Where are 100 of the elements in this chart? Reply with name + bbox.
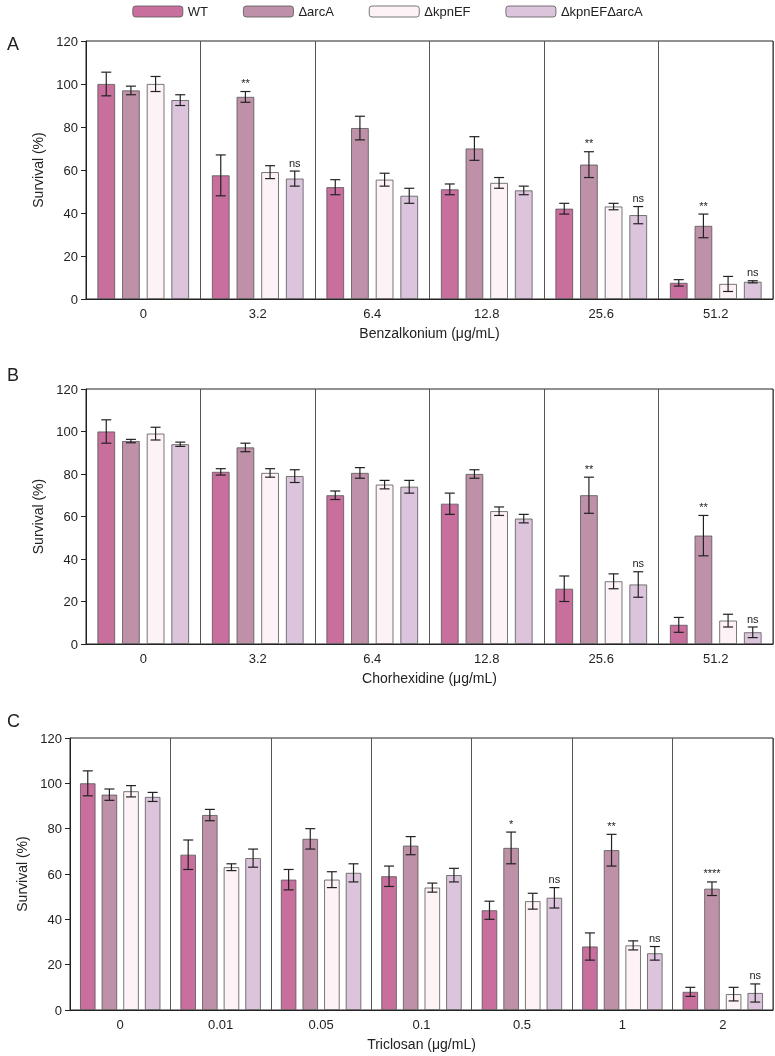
bar xyxy=(211,471,230,644)
y-tick-label: 100 xyxy=(56,76,78,92)
x-tick-label: 2 xyxy=(719,1017,727,1032)
bar xyxy=(503,847,519,1010)
bar xyxy=(704,888,720,1010)
bar xyxy=(719,620,737,644)
bar xyxy=(682,991,699,1010)
y-tick-label: 40 xyxy=(47,911,62,927)
data-label: ns xyxy=(746,266,760,279)
bar xyxy=(345,872,362,1010)
bar xyxy=(211,175,230,299)
x-tick-label: 6.4 xyxy=(363,306,382,321)
y-tick-label: 120 xyxy=(40,730,62,746)
bar xyxy=(694,225,713,299)
legend-label: ΔarcA xyxy=(298,4,335,19)
bar xyxy=(424,887,441,1010)
x-tick-label: 0 xyxy=(139,651,147,666)
bar xyxy=(743,281,762,299)
bar xyxy=(122,441,140,644)
bar xyxy=(629,215,648,299)
data-label: ** xyxy=(699,500,709,513)
bar xyxy=(546,897,563,1010)
y-tick-label: 0 xyxy=(70,636,78,652)
bar xyxy=(97,431,116,644)
legend-label: ΔkpnEFΔarcA xyxy=(560,4,643,19)
bar xyxy=(146,433,165,644)
y-tick-label: 40 xyxy=(63,205,78,221)
x-tick-label: 6.4 xyxy=(363,651,382,666)
bar xyxy=(144,796,161,1010)
bar xyxy=(375,484,394,644)
x-tick-label: 12.8 xyxy=(474,306,500,321)
bar xyxy=(285,178,304,299)
bar xyxy=(351,472,369,644)
y-tick-label: 20 xyxy=(63,248,78,264)
y-tick-label: 60 xyxy=(63,509,78,524)
y-tick-label: 80 xyxy=(47,821,62,837)
bar xyxy=(490,511,508,644)
data-label: ** xyxy=(241,77,251,90)
y-axis-title: Survival (%) xyxy=(30,478,47,555)
bar xyxy=(580,164,598,299)
bar xyxy=(146,84,165,299)
bar xyxy=(400,195,419,299)
bar xyxy=(261,472,279,644)
bar xyxy=(465,148,484,299)
y-tick-label: 120 xyxy=(56,381,78,397)
y-tick-label: 120 xyxy=(56,33,78,49)
bar xyxy=(694,535,713,644)
bar xyxy=(582,946,598,1010)
x-tick-label: 0 xyxy=(116,1017,124,1032)
bar xyxy=(261,172,279,299)
bar xyxy=(446,875,462,1010)
bar xyxy=(180,854,196,1010)
y-tick-label: 40 xyxy=(63,551,78,567)
y-tick-label: 100 xyxy=(56,424,78,439)
bar xyxy=(481,910,498,1010)
bar xyxy=(647,953,663,1010)
bar xyxy=(440,189,459,299)
chart-title: A xyxy=(7,34,20,54)
bar xyxy=(171,100,190,299)
y-tick-label: 100 xyxy=(40,775,62,791)
bar xyxy=(122,90,140,299)
x-axis-title: Triclosan (μg/mL) xyxy=(367,1036,476,1052)
bar xyxy=(743,632,762,644)
legend-label: WT xyxy=(187,4,209,19)
bar xyxy=(123,791,139,1010)
chart-title: B xyxy=(7,365,20,385)
chart-title: C xyxy=(7,711,20,731)
bar xyxy=(514,190,533,299)
bar xyxy=(80,783,96,1010)
bar xyxy=(625,945,641,1010)
bar xyxy=(603,850,620,1010)
y-tick-label: 0 xyxy=(54,1002,62,1018)
y-tick-label: 20 xyxy=(63,594,78,609)
bar xyxy=(440,503,459,644)
bar xyxy=(223,867,240,1010)
x-tick-label: 51.2 xyxy=(703,306,729,321)
y-tick-label: 60 xyxy=(63,162,78,178)
bar xyxy=(326,187,345,299)
bar xyxy=(604,206,623,299)
data-label: ns xyxy=(632,192,645,205)
bar xyxy=(381,876,397,1010)
data-label: * xyxy=(508,817,514,830)
x-tick-label: 0.01 xyxy=(207,1017,234,1032)
x-tick-label: 0 xyxy=(139,306,147,321)
x-tick-label: 1 xyxy=(618,1017,626,1032)
x-tick-label: 3.2 xyxy=(248,306,267,321)
bar xyxy=(236,447,255,644)
bar xyxy=(514,518,533,644)
bar xyxy=(202,815,218,1010)
x-tick-label: 0.1 xyxy=(412,1017,431,1032)
y-tick-label: 80 xyxy=(63,119,78,135)
bar xyxy=(400,486,419,644)
data-label: ns xyxy=(632,557,645,570)
y-tick-label: 0 xyxy=(70,291,78,307)
x-tick-label: 12.8 xyxy=(474,651,500,666)
data-label: ** xyxy=(584,462,594,475)
bar xyxy=(555,208,574,299)
bar xyxy=(324,879,340,1010)
y-tick-label: 20 xyxy=(47,957,62,973)
bar xyxy=(351,128,369,299)
